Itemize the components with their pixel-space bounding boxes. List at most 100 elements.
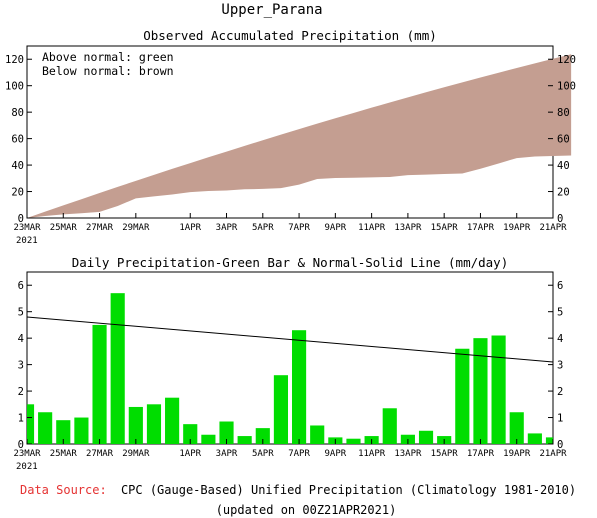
y-tick-label-left: 60: [11, 134, 24, 146]
daily-bar: [255, 428, 270, 444]
y-tick-label-right: 80: [557, 107, 570, 119]
daily-bar: [146, 404, 162, 444]
daily-bar: [183, 424, 198, 444]
y-tick-label-left: 80: [11, 107, 24, 119]
y-tick-label-left: 3: [18, 360, 24, 372]
y-tick-label-right: 1: [557, 413, 563, 425]
y-tick-label-right: 3: [557, 360, 563, 372]
top-year-label: 2021: [16, 236, 38, 246]
x-tick-label: 3APR: [216, 449, 238, 459]
x-tick-label: 23MAR: [13, 223, 41, 233]
x-tick-label: 5APR: [252, 223, 274, 233]
y-tick-label-right: 40: [557, 160, 570, 172]
y-tick-label-left: 5: [18, 307, 24, 319]
x-tick-label: 5APR: [252, 449, 274, 459]
y-tick-label-left: 4: [18, 333, 24, 345]
daily-bar: [273, 375, 289, 444]
x-tick-label: 11APR: [358, 223, 386, 233]
updated-note: (updated on 00Z21APR2021): [216, 503, 397, 517]
y-tick-label-right: 2: [557, 386, 563, 398]
x-tick-label: 1APR: [179, 449, 201, 459]
x-tick-label: 21APR: [539, 223, 567, 233]
legend-above-normal: Above normal: green: [42, 50, 174, 64]
daily-bar: [128, 406, 143, 444]
x-tick-label: 25MAR: [50, 223, 78, 233]
bottom-year-label: 2021: [16, 462, 38, 472]
y-tick-label-left: 0: [18, 213, 24, 225]
legend-below-normal: Below normal: brown: [42, 64, 174, 78]
y-tick-label-right: 20: [557, 187, 570, 199]
data-source-text: CPC (Gauge-Based) Unified Precipitation …: [121, 483, 576, 497]
daily-bar: [418, 430, 434, 444]
x-tick-label: 13APR: [394, 449, 422, 459]
x-tick-label: 1APR: [179, 223, 201, 233]
x-tick-label: 9APR: [325, 449, 347, 459]
daily-bar: [27, 404, 35, 444]
x-tick-label: 9APR: [325, 223, 347, 233]
daily-bar: [346, 438, 361, 444]
x-tick-label: 15APR: [431, 449, 459, 459]
bottom-chart-title: Daily Precipitation-Green Bar & Normal-S…: [72, 255, 509, 270]
y-tick-label-left: 40: [11, 160, 24, 172]
daily-precipitation-chart: Daily Precipitation-Green Bar & Normal-S…: [13, 255, 567, 472]
y-tick-label-left: 100: [5, 81, 24, 93]
y-tick-label-right: 60: [557, 134, 570, 146]
normal-line: [26, 316, 554, 363]
x-tick-label: 25MAR: [50, 449, 78, 459]
daily-bar: [110, 293, 125, 444]
x-tick-label: 7APR: [288, 223, 310, 233]
x-tick-label: 19APR: [503, 449, 531, 459]
data-source-line: Data Source: CPC (Gauge-Based) Unified P…: [20, 483, 576, 497]
x-tick-label: 17APR: [467, 223, 495, 233]
daily-bar: [165, 397, 180, 444]
daily-bar: [219, 421, 234, 444]
below-normal-band: [27, 54, 572, 218]
daily-bar: [56, 420, 71, 444]
y-tick-label-right: 4: [557, 333, 563, 345]
top-chart-title: Observed Accumulated Precipitation (mm): [143, 28, 437, 43]
daily-bar: [92, 324, 107, 444]
y-tick-label-right: 0: [557, 213, 563, 225]
x-tick-label: 11APR: [358, 449, 386, 459]
x-tick-label: 17APR: [467, 449, 495, 459]
daily-bar: [473, 338, 488, 444]
y-tick-label-left: 0: [18, 439, 24, 451]
daily-bar: [38, 412, 53, 444]
x-tick-label: 19APR: [503, 223, 531, 233]
y-tick-label-left: 2: [18, 386, 24, 398]
daily-bar: [237, 436, 252, 444]
daily-bar: [291, 330, 307, 444]
daily-bar: [491, 335, 506, 444]
daily-bar: [382, 408, 397, 444]
y-tick-label-right: 100: [557, 81, 576, 93]
y-tick-label-right: 6: [557, 280, 563, 292]
x-tick-label: 29MAR: [122, 223, 150, 233]
daily-bar: [310, 425, 325, 444]
daily-bar: [527, 433, 542, 444]
bottom-plot-frame: [26, 271, 554, 445]
x-tick-label: 15APR: [431, 223, 459, 233]
y-tick-label-left: 120: [5, 54, 24, 66]
daily-bar: [545, 437, 553, 444]
y-tick-label-left: 6: [18, 280, 24, 292]
x-tick-label: 21APR: [539, 449, 567, 459]
x-tick-label: 27MAR: [86, 449, 114, 459]
y-tick-label-right: 5: [557, 307, 563, 319]
y-tick-label-right: 0: [557, 439, 563, 451]
accumulated-precipitation-chart: Observed Accumulated Precipitation (mm) …: [5, 28, 576, 246]
x-tick-label: 13APR: [394, 223, 422, 233]
daily-bar: [455, 348, 470, 444]
y-tick-label-left: 20: [11, 187, 24, 199]
x-tick-label: 29MAR: [122, 449, 150, 459]
x-tick-label: 3APR: [216, 223, 238, 233]
daily-bar: [74, 417, 89, 444]
y-tick-label-left: 1: [18, 413, 24, 425]
page-title: Upper_Parana: [221, 2, 322, 18]
x-tick-label: 27MAR: [86, 223, 114, 233]
x-tick-label: 23MAR: [13, 449, 41, 459]
daily-bar: [201, 434, 216, 444]
x-tick-label: 7APR: [288, 449, 310, 459]
y-tick-label-right: 120: [557, 54, 576, 66]
data-source-label: Data Source:: [20, 483, 107, 497]
